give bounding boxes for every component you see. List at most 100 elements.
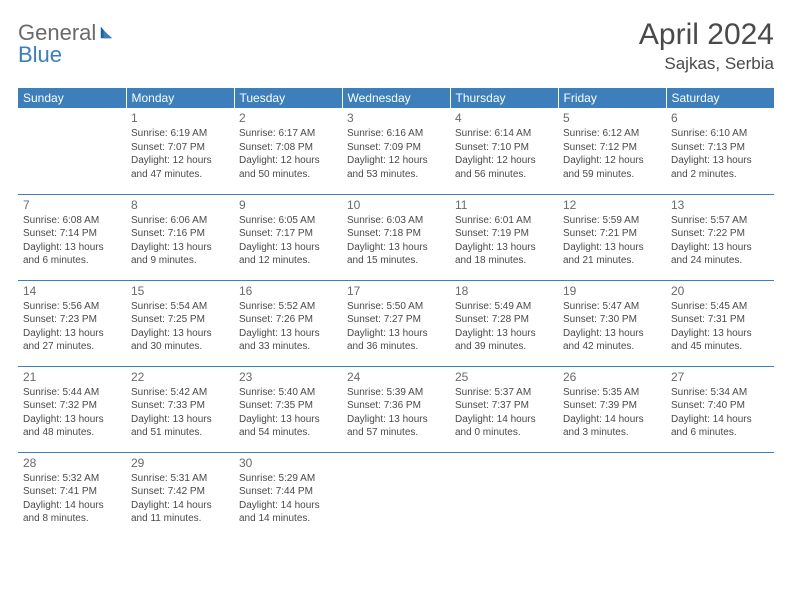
sunset-line: Sunset: 7:09 PM [347, 141, 445, 155]
sunrise-line: Sunrise: 5:29 AM [239, 472, 337, 486]
daylight-line: Daylight: 13 hours and 15 minutes. [347, 241, 445, 268]
calendar-day-cell: 26Sunrise: 5:35 AMSunset: 7:39 PMDayligh… [558, 366, 666, 452]
calendar-day-cell: 20Sunrise: 5:45 AMSunset: 7:31 PMDayligh… [666, 280, 774, 366]
sunrise-line: Sunrise: 5:39 AM [347, 386, 445, 400]
sunset-line: Sunset: 7:19 PM [455, 227, 553, 241]
calendar-day-cell: 5Sunrise: 6:12 AMSunset: 7:12 PMDaylight… [558, 108, 666, 194]
sunset-line: Sunset: 7:08 PM [239, 141, 337, 155]
sunrise-line: Sunrise: 5:52 AM [239, 300, 337, 314]
sunrise-line: Sunrise: 5:35 AM [563, 386, 661, 400]
calendar-day-cell: 19Sunrise: 5:47 AMSunset: 7:30 PMDayligh… [558, 280, 666, 366]
sunset-line: Sunset: 7:31 PM [671, 313, 769, 327]
sunrise-line: Sunrise: 5:57 AM [671, 214, 769, 228]
daylight-line: Daylight: 13 hours and 36 minutes. [347, 327, 445, 354]
sunrise-line: Sunrise: 6:10 AM [671, 127, 769, 141]
day-number: 21 [23, 369, 121, 385]
day-number: 2 [239, 110, 337, 126]
sunrise-line: Sunrise: 6:01 AM [455, 214, 553, 228]
daylight-line: Daylight: 13 hours and 57 minutes. [347, 413, 445, 440]
daylight-line: Daylight: 14 hours and 11 minutes. [131, 499, 229, 526]
sunrise-line: Sunrise: 6:12 AM [563, 127, 661, 141]
day-number: 1 [131, 110, 229, 126]
calendar-day-cell: 9Sunrise: 6:05 AMSunset: 7:17 PMDaylight… [234, 194, 342, 280]
calendar-day-cell [666, 452, 774, 538]
sunrise-line: Sunrise: 5:37 AM [455, 386, 553, 400]
calendar-week-row: 14Sunrise: 5:56 AMSunset: 7:23 PMDayligh… [18, 280, 774, 366]
sunset-line: Sunset: 7:10 PM [455, 141, 553, 155]
sunrise-line: Sunrise: 5:47 AM [563, 300, 661, 314]
brand-logo: GeneralBlue [18, 18, 118, 66]
sunset-line: Sunset: 7:37 PM [455, 399, 553, 413]
page-header: GeneralBlue April 2024 Sajkas, Serbia [18, 18, 774, 74]
daylight-line: Daylight: 13 hours and 48 minutes. [23, 413, 121, 440]
day-number: 9 [239, 197, 337, 213]
daylight-line: Daylight: 13 hours and 39 minutes. [455, 327, 553, 354]
sunrise-line: Sunrise: 5:45 AM [671, 300, 769, 314]
location-label: Sajkas, Serbia [639, 54, 774, 74]
day-number: 23 [239, 369, 337, 385]
calendar-day-cell: 1Sunrise: 6:19 AMSunset: 7:07 PMDaylight… [126, 108, 234, 194]
sunrise-line: Sunrise: 6:19 AM [131, 127, 229, 141]
calendar-week-row: 7Sunrise: 6:08 AMSunset: 7:14 PMDaylight… [18, 194, 774, 280]
day-number: 25 [455, 369, 553, 385]
sunset-line: Sunset: 7:13 PM [671, 141, 769, 155]
calendar-day-cell: 3Sunrise: 6:16 AMSunset: 7:09 PMDaylight… [342, 108, 450, 194]
sunrise-line: Sunrise: 6:08 AM [23, 214, 121, 228]
sunset-line: Sunset: 7:42 PM [131, 485, 229, 499]
daylight-line: Daylight: 13 hours and 27 minutes. [23, 327, 121, 354]
daylight-line: Daylight: 12 hours and 47 minutes. [131, 154, 229, 181]
calendar-day-cell: 16Sunrise: 5:52 AMSunset: 7:26 PMDayligh… [234, 280, 342, 366]
day-number: 12 [563, 197, 661, 213]
day-number: 28 [23, 455, 121, 471]
daylight-line: Daylight: 13 hours and 12 minutes. [239, 241, 337, 268]
sunrise-line: Sunrise: 6:14 AM [455, 127, 553, 141]
calendar-day-cell: 17Sunrise: 5:50 AMSunset: 7:27 PMDayligh… [342, 280, 450, 366]
day-number: 29 [131, 455, 229, 471]
day-number: 5 [563, 110, 661, 126]
sunset-line: Sunset: 7:36 PM [347, 399, 445, 413]
sunset-line: Sunset: 7:21 PM [563, 227, 661, 241]
daylight-line: Daylight: 12 hours and 59 minutes. [563, 154, 661, 181]
sunrise-line: Sunrise: 6:16 AM [347, 127, 445, 141]
day-number: 8 [131, 197, 229, 213]
sunset-line: Sunset: 7:41 PM [23, 485, 121, 499]
day-number: 11 [455, 197, 553, 213]
daylight-line: Daylight: 12 hours and 56 minutes. [455, 154, 553, 181]
weekday-header: Monday [126, 88, 234, 108]
sunrise-line: Sunrise: 5:44 AM [23, 386, 121, 400]
sunrise-line: Sunrise: 5:40 AM [239, 386, 337, 400]
day-number: 15 [131, 283, 229, 299]
calendar-table: SundayMondayTuesdayWednesdayThursdayFrid… [18, 88, 774, 538]
calendar-day-cell: 11Sunrise: 6:01 AMSunset: 7:19 PMDayligh… [450, 194, 558, 280]
day-number: 20 [671, 283, 769, 299]
day-number: 22 [131, 369, 229, 385]
daylight-line: Daylight: 13 hours and 45 minutes. [671, 327, 769, 354]
sunset-line: Sunset: 7:07 PM [131, 141, 229, 155]
calendar-day-cell: 21Sunrise: 5:44 AMSunset: 7:32 PMDayligh… [18, 366, 126, 452]
calendar-day-cell [18, 108, 126, 194]
month-title: April 2024 [639, 18, 774, 52]
sunrise-line: Sunrise: 5:32 AM [23, 472, 121, 486]
calendar-day-cell: 6Sunrise: 6:10 AMSunset: 7:13 PMDaylight… [666, 108, 774, 194]
calendar-week-row: 21Sunrise: 5:44 AMSunset: 7:32 PMDayligh… [18, 366, 774, 452]
daylight-line: Daylight: 13 hours and 2 minutes. [671, 154, 769, 181]
daylight-line: Daylight: 14 hours and 8 minutes. [23, 499, 121, 526]
daylight-line: Daylight: 14 hours and 6 minutes. [671, 413, 769, 440]
day-number: 4 [455, 110, 553, 126]
daylight-line: Daylight: 13 hours and 24 minutes. [671, 241, 769, 268]
daylight-line: Daylight: 12 hours and 53 minutes. [347, 154, 445, 181]
sunset-line: Sunset: 7:14 PM [23, 227, 121, 241]
calendar-day-cell: 18Sunrise: 5:49 AMSunset: 7:28 PMDayligh… [450, 280, 558, 366]
day-number: 17 [347, 283, 445, 299]
calendar-day-cell [450, 452, 558, 538]
calendar-day-cell: 15Sunrise: 5:54 AMSunset: 7:25 PMDayligh… [126, 280, 234, 366]
calendar-day-cell: 8Sunrise: 6:06 AMSunset: 7:16 PMDaylight… [126, 194, 234, 280]
calendar-day-cell: 30Sunrise: 5:29 AMSunset: 7:44 PMDayligh… [234, 452, 342, 538]
calendar-day-cell: 2Sunrise: 6:17 AMSunset: 7:08 PMDaylight… [234, 108, 342, 194]
sunrise-line: Sunrise: 5:56 AM [23, 300, 121, 314]
daylight-line: Daylight: 14 hours and 3 minutes. [563, 413, 661, 440]
sunrise-line: Sunrise: 6:17 AM [239, 127, 337, 141]
day-number: 19 [563, 283, 661, 299]
sunset-line: Sunset: 7:35 PM [239, 399, 337, 413]
sunset-line: Sunset: 7:40 PM [671, 399, 769, 413]
